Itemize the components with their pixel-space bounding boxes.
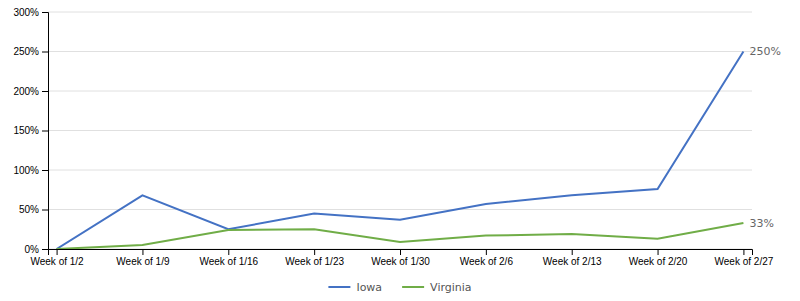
series-line [57, 52, 744, 250]
y-tick: 50% [19, 204, 48, 215]
y-axis: 0% 50% 100% 150% 200% 250% 300% [13, 7, 48, 255]
y-tick: 150% [13, 125, 48, 136]
grid-line [48, 91, 752, 92]
x-tick: Week of 1/9 [116, 249, 170, 267]
legend-item: Iowa [328, 281, 382, 294]
x-tick: Week of 2/27 [715, 249, 774, 267]
x-tick-mark [228, 249, 229, 255]
grid-line [48, 130, 752, 131]
y-tick-mark [42, 12, 48, 13]
x-tick-mark [400, 249, 401, 255]
y-tick-label: 300% [13, 7, 39, 18]
grid-line [48, 51, 752, 52]
x-tick: Week of 2/13 [543, 249, 602, 267]
x-tick-mark [142, 249, 143, 255]
grid-line [48, 170, 752, 171]
grid-line [48, 12, 752, 13]
x-tick-label: Week of 2/13 [543, 256, 602, 267]
y-tick-mark [42, 131, 48, 132]
x-tick-label: Week of 1/9 [116, 256, 170, 267]
grid-line [48, 209, 752, 210]
x-tick-mark [314, 249, 315, 255]
x-tick: Week of 1/23 [285, 249, 344, 267]
legend-label: Iowa [356, 281, 382, 294]
y-tick-mark [42, 170, 48, 171]
legend: Iowa Virginia [328, 281, 471, 294]
y-tick-label: 200% [13, 86, 39, 97]
x-tick-mark [743, 249, 744, 255]
x-tick-label: Week of 2/6 [460, 256, 514, 267]
end-label: 33% [749, 217, 773, 230]
annotations: 250% 33% [749, 45, 780, 229]
legend-swatch [328, 286, 350, 288]
x-tick-label: Week of 1/16 [199, 256, 258, 267]
x-tick: Week of 1/30 [371, 249, 430, 267]
x-tick-label: Week of 1/2 [30, 256, 84, 267]
y-tick: 250% [13, 46, 48, 57]
x-tick: Week of 1/16 [199, 249, 258, 267]
y-tick-label: 100% [13, 165, 39, 176]
x-tick-label: Week of 2/20 [629, 256, 688, 267]
x-axis: Week of 1/2 Week of 1/9 Week of 1/16 Week o… [30, 249, 773, 267]
x-tick-label: Week of 1/30 [371, 256, 430, 267]
legend-swatch [402, 286, 424, 288]
y-tick: 100% [13, 165, 48, 176]
y-axis-line [42, 13, 49, 250]
x-tick: Week of 2/20 [629, 249, 688, 267]
x-tick: Week of 2/6 [460, 249, 514, 267]
y-tick: 0% [25, 244, 48, 255]
x-tick-mark [486, 249, 487, 255]
plot: 0%50%100%150%200%250%300%Week of 1/2Week… [13, 7, 780, 267]
x-axis-line [49, 250, 753, 256]
legend-item: Virginia [402, 281, 471, 294]
y-tick-label: 0% [25, 244, 40, 255]
y-tick: 300% [13, 7, 48, 18]
x-tick: Week of 1/2 [30, 249, 84, 267]
y-tick-mark [42, 249, 48, 250]
x-tick-mark [572, 249, 573, 255]
x-tick-label: Week of 1/23 [285, 256, 344, 267]
y-tick-mark [42, 210, 48, 211]
series-line [57, 223, 744, 249]
x-tick-mark [57, 249, 58, 255]
grid [48, 12, 752, 249]
y-tick-label: 150% [13, 125, 39, 136]
y-tick: 200% [13, 86, 48, 97]
y-tick-label: 50% [19, 204, 39, 215]
x-tick-label: Week of 2/27 [715, 256, 774, 267]
y-tick-mark [42, 52, 48, 53]
lines [57, 52, 744, 250]
end-label: 250% [749, 45, 780, 58]
y-tick-label: 250% [13, 46, 39, 57]
x-tick-mark [658, 249, 659, 255]
legend-label: Virginia [430, 281, 471, 294]
chart: 0%50%100%150%200%250%300%Week of 1/2Week… [0, 0, 800, 301]
y-tick-mark [42, 91, 48, 92]
